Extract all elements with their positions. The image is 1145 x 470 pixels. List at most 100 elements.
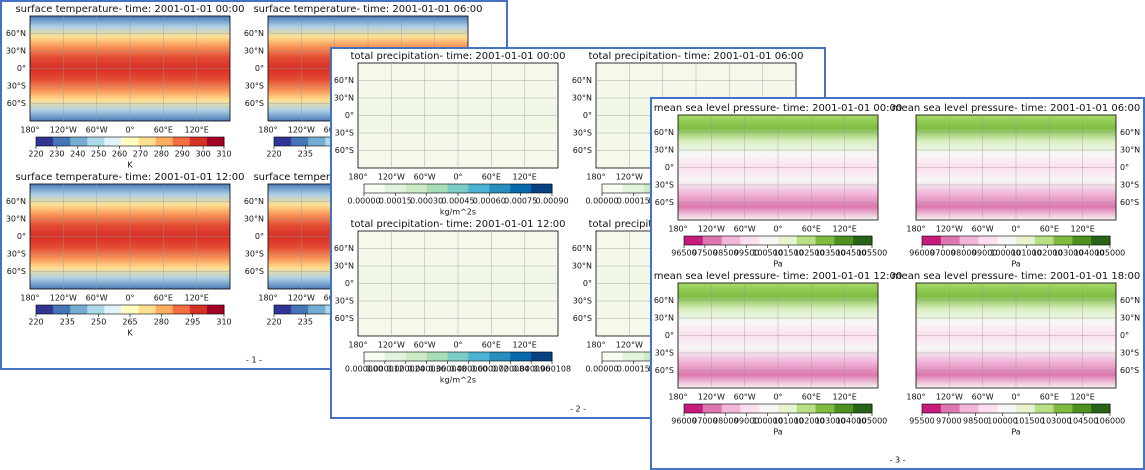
lat-label: 0° — [345, 279, 354, 288]
colorbar-tick-label: 103500 — [815, 249, 846, 258]
lat-label: 60°S — [1120, 366, 1139, 375]
lon-label: 60°W — [414, 341, 436, 350]
lat-label: 0° — [583, 279, 592, 288]
colorbar-tick-label: 220 — [266, 150, 281, 159]
lat-label: 60°S — [245, 99, 264, 108]
lon-label: 120°E — [1071, 393, 1095, 402]
lon-label: 120°E — [1071, 225, 1095, 234]
colorbar-tick-label: 103000 — [1041, 417, 1072, 426]
colorbar-tick-label: 97000 — [930, 249, 955, 258]
lat-label: 30°S — [7, 82, 26, 91]
lon-label: 60°W — [972, 393, 994, 402]
colorbar-segment — [274, 137, 292, 146]
lon-label: 60°E — [802, 225, 821, 234]
lat-label: 30°S — [1120, 349, 1139, 358]
panel-title: mean sea level pressure- time: 2001-01-0… — [654, 271, 902, 282]
colorbar-tick-label: 235 — [60, 318, 75, 327]
lat-label: 60°N — [334, 244, 354, 253]
colorbar-tick-label: 290 — [175, 150, 190, 159]
colorbar-tick-label: 102000 — [794, 417, 825, 426]
colorbar-unit: Pa — [1011, 260, 1020, 269]
colorbar-segment — [364, 352, 386, 361]
colorbar-segment — [489, 184, 511, 193]
colorbar-tick-label: 0.00000 — [347, 197, 380, 206]
lon-label: 120°W — [378, 341, 405, 350]
colorbar-tick-label: 104000 — [1074, 249, 1105, 258]
lat-label: 30°S — [245, 250, 264, 259]
lat-label: 60°N — [1120, 128, 1140, 137]
colorbar-segment — [740, 236, 760, 245]
lon-label: 0° — [453, 341, 462, 350]
colorbar-segment — [740, 404, 760, 413]
colorbar-segment — [36, 305, 54, 314]
lon-label: 0° — [1011, 225, 1020, 234]
colorbar-tick-label: 0.00030 — [410, 197, 443, 206]
colorbar-segment — [405, 184, 428, 193]
colorbar-tick-label: 100000 — [990, 249, 1021, 258]
lat-label: 30°N — [1120, 146, 1140, 155]
lat-label: 30°N — [654, 146, 674, 155]
colorbar-segment — [531, 352, 553, 361]
panel-title: mean sea level pressure- time: 2001-01-0… — [654, 103, 902, 114]
lat-label: 30°N — [334, 262, 354, 271]
colorbar-segment — [468, 352, 490, 361]
colorbar-segment — [189, 137, 208, 146]
lon-label: 180° — [20, 126, 39, 135]
lat-label: 60°S — [245, 267, 264, 276]
lon-label: 60°E — [1040, 225, 1059, 234]
colorbar-tick-label: 99000 — [734, 417, 759, 426]
colorbar-tick-label: 105000 — [857, 417, 888, 426]
colorbar-segment — [1072, 236, 1092, 245]
colorbar-segment — [997, 236, 1017, 245]
colorbar-segment — [70, 137, 88, 146]
colorbar-tick-label: 0.00015 — [617, 365, 650, 374]
lat-label: 60°N — [1120, 296, 1140, 305]
lon-label: 60°E — [802, 393, 821, 402]
page: mean sea level pressure- time: 2001-01-0… — [650, 97, 1145, 470]
lon-label: 0° — [1011, 393, 1020, 402]
colorbar-segment — [138, 137, 157, 146]
colorbar-tick-label: 100000 — [752, 417, 783, 426]
lat-label: 0° — [665, 331, 674, 340]
lat-label: 60°S — [573, 314, 592, 323]
colorbar-tick-label: 97000 — [936, 417, 961, 426]
colorbar-tick-label: 0.000108 — [533, 365, 571, 374]
lat-label: 60°S — [335, 314, 354, 323]
colorbar-tick-label: 0.000060 — [449, 365, 487, 374]
lat-label: 0° — [1120, 163, 1129, 172]
lon-label: 0° — [773, 225, 782, 234]
colorbar-segment — [834, 236, 854, 245]
lon-label: 180° — [586, 341, 605, 350]
colorbar-segment — [53, 305, 71, 314]
colorbar-segment — [121, 305, 140, 314]
colorbar-segment — [308, 137, 326, 146]
lat-label: 30°N — [6, 215, 26, 224]
colorbar-tick-label: 220 — [266, 318, 281, 327]
colorbar-segment — [997, 404, 1017, 413]
colorbar-segment — [959, 404, 979, 413]
colorbar-segment — [978, 404, 998, 413]
lon-label: 60°E — [154, 294, 173, 303]
lat-label: 0° — [255, 64, 264, 73]
colorbar-frame — [921, 235, 1111, 246]
colorbar-segment — [104, 137, 122, 146]
colorbar-segment — [426, 184, 449, 193]
colorbar-tick-label: 310 — [216, 150, 231, 159]
lat-label: 0° — [17, 64, 26, 73]
colorbar-tick-label: 220 — [28, 318, 43, 327]
colorbar-tick-label: 0.00000 — [585, 365, 618, 374]
colorbar-segment — [978, 236, 998, 245]
lat-label: 0° — [665, 163, 674, 172]
colorbar-segment — [834, 404, 854, 413]
lon-label: 60°W — [972, 225, 994, 234]
colorbar-segment — [87, 137, 105, 146]
lat-label: 30°N — [6, 47, 26, 56]
colorbar-tick-label: 98000 — [951, 249, 976, 258]
colorbar-tick-label: 98000 — [713, 417, 738, 426]
colorbar-tick-label: 104000 — [836, 417, 867, 426]
colorbar-segment — [489, 352, 511, 361]
colorbar-tick-label: 99000 — [972, 249, 997, 258]
colorbar-tick-label: 260 — [112, 150, 127, 159]
lat-label: 0° — [345, 111, 354, 120]
lat-label: 30°N — [334, 94, 354, 103]
